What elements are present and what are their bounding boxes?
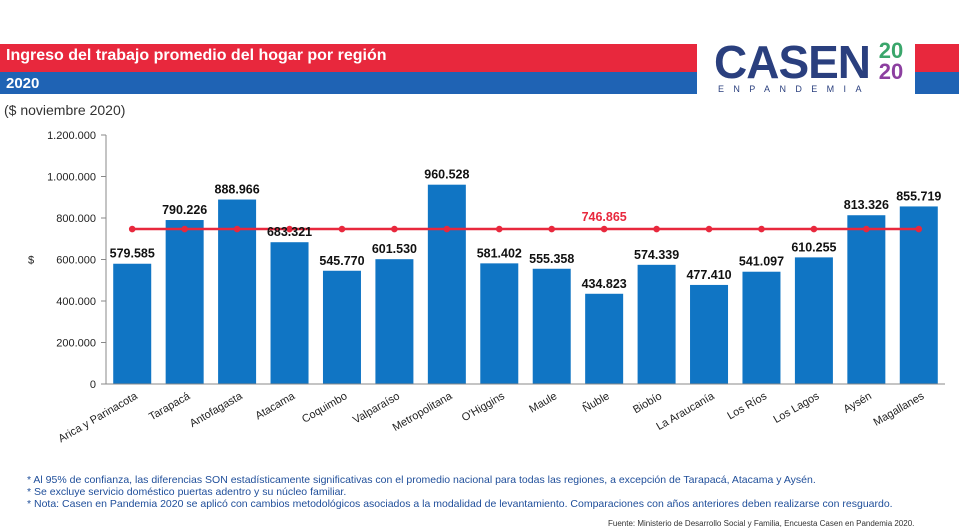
data-label: 790.226 <box>162 203 207 217</box>
bar <box>794 257 833 384</box>
x-tick-label: Magallanes <box>872 390 927 429</box>
data-label: 477.410 <box>686 268 731 282</box>
y-tick-label: 600.000 <box>56 255 96 267</box>
x-tick-label: Antofagasta <box>188 390 246 430</box>
unit-note: ($ noviembre 2020) <box>4 102 126 118</box>
logo-year-top: 20 <box>878 38 904 63</box>
data-label: 601.530 <box>372 242 417 256</box>
bar <box>113 263 152 384</box>
data-label: 960.528 <box>424 168 469 182</box>
x-tick-label: Coquimbo <box>300 390 349 425</box>
bar <box>532 268 571 384</box>
average-marker <box>128 225 136 233</box>
data-label: 610.255 <box>791 240 836 254</box>
average-marker <box>600 225 608 233</box>
bar <box>899 206 938 384</box>
x-tick-label: Arica y Parinacota <box>56 390 140 445</box>
y-tick-label: 200.000 <box>56 338 96 350</box>
bar <box>847 215 886 384</box>
y-axis-label: $ <box>28 255 34 267</box>
data-label: 813.326 <box>844 198 889 212</box>
y-tick-label: 400.000 <box>56 296 96 308</box>
data-label: 683.321 <box>267 225 312 239</box>
average-marker <box>443 225 451 233</box>
data-label: 888.966 <box>215 183 260 197</box>
x-tick-label: Ñuble <box>580 389 611 415</box>
logo-year-bottom: 20 <box>878 59 904 84</box>
data-label: 434.823 <box>582 277 627 291</box>
data-label: 555.358 <box>529 252 574 266</box>
y-tick-label: 800.000 <box>56 213 96 225</box>
footnote-methodology: * Nota: Casen en Pandemia 2020 se aplicó… <box>27 498 893 510</box>
data-label: 545.770 <box>319 254 364 268</box>
average-marker <box>233 225 241 233</box>
data-label: 541.097 <box>739 255 784 269</box>
casen-logo: CASEN 20 20 ENPANDEMIA <box>714 36 914 102</box>
right-red-band <box>915 44 959 72</box>
logo-subtitle: ENPANDEMIA <box>718 84 871 94</box>
x-tick-label: Los Lagos <box>771 390 821 426</box>
footnote-exclusion: * Se excluye servicio doméstico puertas … <box>27 486 347 498</box>
data-label: 855.719 <box>896 189 941 203</box>
right-blue-band <box>915 72 959 94</box>
average-marker <box>391 225 398 233</box>
bar <box>585 293 624 384</box>
average-marker <box>338 225 346 233</box>
x-tick-label: Atacama <box>253 390 297 423</box>
bar <box>375 259 414 384</box>
chart-year: 2020 <box>6 75 40 92</box>
x-tick-label: Maule <box>527 390 559 415</box>
average-marker <box>705 225 713 233</box>
bar <box>270 242 309 384</box>
chart-title: Ingreso del trabajo promedio del hogar p… <box>6 47 387 64</box>
bar <box>322 270 361 384</box>
average-marker <box>286 225 293 233</box>
x-tick-label: O'Higgins <box>460 390 507 424</box>
x-tick-label: La Araucanía <box>654 390 717 433</box>
logo-text: CASEN <box>714 36 871 88</box>
y-tick-label: 1.000.000 <box>47 172 96 184</box>
average-marker <box>810 225 818 233</box>
x-tick-label: Metropolitana <box>391 390 455 434</box>
bar <box>165 220 204 384</box>
bar <box>480 263 519 384</box>
data-label: 574.339 <box>634 248 679 262</box>
average-marker <box>495 225 503 233</box>
year-band <box>0 72 697 94</box>
x-tick-label: Aysén <box>842 390 874 416</box>
average-marker <box>548 225 556 233</box>
x-tick-label: Biobío <box>631 390 664 416</box>
title-band <box>0 44 697 72</box>
logo-year: 20 20 <box>875 38 907 84</box>
average-marker <box>181 225 188 233</box>
bar-chart: 0 200.000 400.000 600.000 800.000 1.000.000 1.… <box>28 130 945 445</box>
x-tick-label: Los Ríos <box>725 390 769 422</box>
average-marker <box>758 225 765 233</box>
average-marker <box>863 225 870 233</box>
bar <box>427 184 466 384</box>
average-marker <box>653 225 660 233</box>
bar <box>637 264 676 384</box>
average-marker <box>915 225 923 233</box>
average-label: 746.865 <box>582 210 627 224</box>
footnote-significance: * Al 95% de confianza, las diferencias S… <box>27 474 816 486</box>
x-tick-label: Tarapacá <box>147 390 193 423</box>
bar <box>742 271 781 384</box>
y-tick-label: 0 <box>90 379 96 391</box>
data-label: 579.585 <box>110 247 155 261</box>
y-tick-label: 1.200.000 <box>47 130 96 142</box>
bar <box>690 284 729 384</box>
source-note: Fuente: Ministerio de Desarrollo Social … <box>608 519 915 528</box>
data-label: 581.402 <box>477 246 522 260</box>
